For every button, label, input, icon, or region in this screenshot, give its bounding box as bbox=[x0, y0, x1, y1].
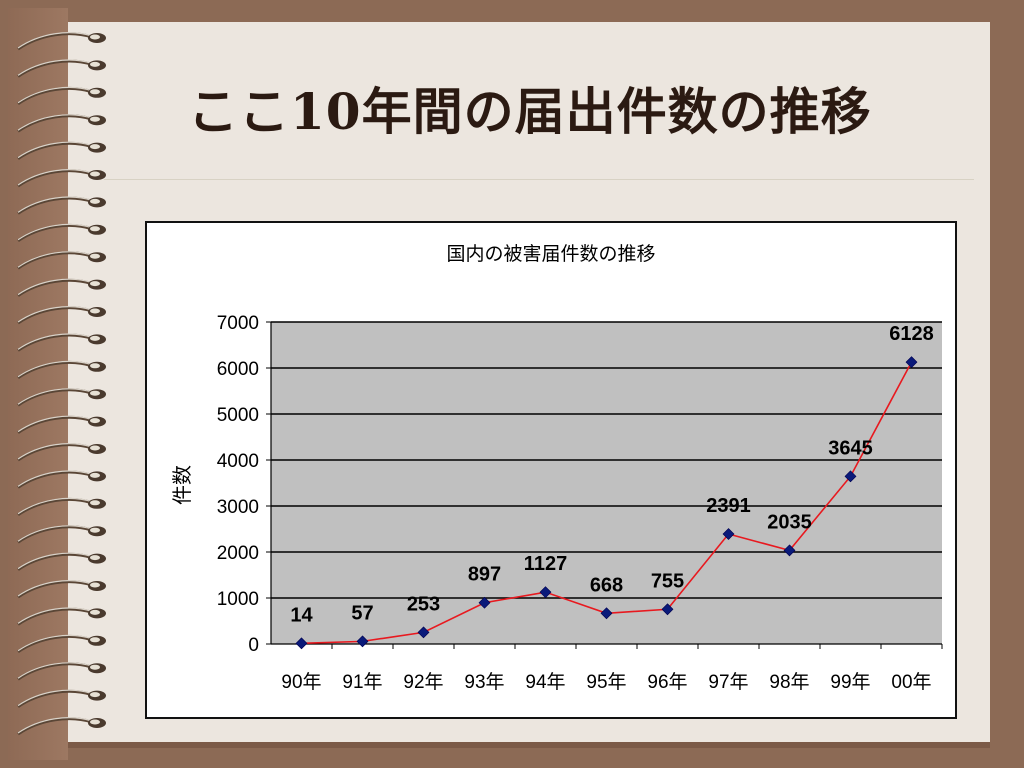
y-tick-label: 2000 bbox=[217, 543, 259, 564]
spiral-ring-icon bbox=[17, 59, 106, 78]
spiral-ring-icon bbox=[17, 360, 106, 380]
spiral-ring-icon bbox=[17, 525, 106, 544]
data-label: 6128 bbox=[889, 323, 934, 345]
data-label: 897 bbox=[468, 564, 501, 586]
chart-frame: 0 1000 2000 3000 4000 5000 6000 7000 90年 91年 92年 93… bbox=[145, 221, 957, 719]
y-tick-label: 6000 bbox=[217, 359, 259, 380]
spiral-ring-icon bbox=[17, 470, 106, 489]
data-point bbox=[356, 635, 369, 648]
chart-title: 国内の被害届件数の推移 bbox=[446, 243, 655, 265]
data-point bbox=[722, 528, 735, 540]
data-label: 755 bbox=[651, 570, 684, 592]
y-tick-label: 0 bbox=[248, 635, 259, 656]
slide-title: ここ10年間の届出件数の推移 bbox=[188, 82, 872, 141]
y-tick-label: 3000 bbox=[217, 497, 259, 518]
x-tick-label: 97年 bbox=[708, 671, 748, 693]
data-label: 668 bbox=[590, 574, 623, 596]
data-point bbox=[600, 607, 613, 620]
spiral-ring-icon bbox=[17, 388, 106, 407]
spiral-ring-icon bbox=[17, 717, 106, 736]
spiral-ring-icon bbox=[17, 306, 106, 325]
data-label: 253 bbox=[407, 593, 440, 615]
x-tick-label: 92年 bbox=[403, 671, 443, 693]
x-tick-label: 90年 bbox=[281, 671, 321, 693]
spiral-ring-icon bbox=[17, 251, 106, 270]
spiral-ring-icon bbox=[17, 634, 106, 654]
spiral-ring-icon bbox=[17, 278, 106, 297]
x-tick-label: 91年 bbox=[342, 671, 382, 693]
spiral-ring-icon bbox=[17, 86, 106, 106]
spiral-ring-icon bbox=[17, 223, 106, 243]
data-point bbox=[905, 356, 918, 369]
data-label: 2035 bbox=[767, 511, 812, 533]
spiral-ring-icon bbox=[17, 443, 106, 462]
x-tick-label: 98年 bbox=[769, 671, 809, 693]
data-label: 1127 bbox=[524, 553, 567, 575]
notebook-spine bbox=[8, 8, 68, 760]
spiral-ring-icon bbox=[17, 607, 106, 626]
data-point bbox=[295, 637, 308, 650]
x-tick-label: 96年 bbox=[647, 671, 687, 693]
spiral-ring-icon bbox=[17, 141, 106, 160]
data-label: 2391 bbox=[706, 495, 751, 517]
x-tick-label: 93年 bbox=[464, 671, 504, 693]
line-chart: 0 1000 2000 3000 4000 5000 6000 7000 90年 91年 92年 93… bbox=[171, 243, 943, 693]
x-tick-label: 99年 bbox=[830, 671, 870, 693]
spiral-ring-icon bbox=[17, 662, 106, 681]
paper-shadow bbox=[68, 742, 990, 748]
spiral-ring-icon bbox=[17, 169, 106, 188]
data-point bbox=[539, 586, 552, 599]
title-divider bbox=[104, 179, 974, 180]
data-point bbox=[844, 470, 857, 483]
data-label: 57 bbox=[351, 602, 373, 624]
x-tick-label: 95年 bbox=[586, 671, 626, 693]
plot-area bbox=[271, 322, 942, 644]
y-axis-label: 件数 bbox=[171, 465, 194, 505]
y-tick-label: 5000 bbox=[217, 405, 259, 426]
spiral-ring-icon bbox=[17, 497, 106, 517]
spiral-binding bbox=[17, 32, 106, 736]
spiral-ring-icon bbox=[17, 552, 106, 571]
y-tick-label: 4000 bbox=[217, 451, 259, 472]
x-tick-label: 00年 bbox=[891, 671, 931, 693]
y-tick-label: 7000 bbox=[217, 313, 259, 334]
data-point bbox=[783, 544, 796, 557]
data-label: 3645 bbox=[828, 437, 873, 459]
data-label: 14 bbox=[290, 604, 313, 626]
y-tick-label: 1000 bbox=[217, 589, 259, 610]
spiral-ring-icon bbox=[17, 333, 106, 352]
spiral-ring-icon bbox=[17, 32, 106, 51]
data-point bbox=[478, 596, 491, 609]
spiral-ring-icon bbox=[17, 114, 106, 133]
spiral-ring-icon bbox=[17, 580, 106, 599]
spiral-ring-icon bbox=[17, 196, 106, 215]
spiral-ring-icon bbox=[17, 689, 106, 708]
x-tick-label: 94年 bbox=[525, 671, 565, 693]
data-point bbox=[417, 626, 430, 639]
spiral-ring-icon bbox=[17, 415, 106, 434]
data-point bbox=[661, 603, 674, 616]
